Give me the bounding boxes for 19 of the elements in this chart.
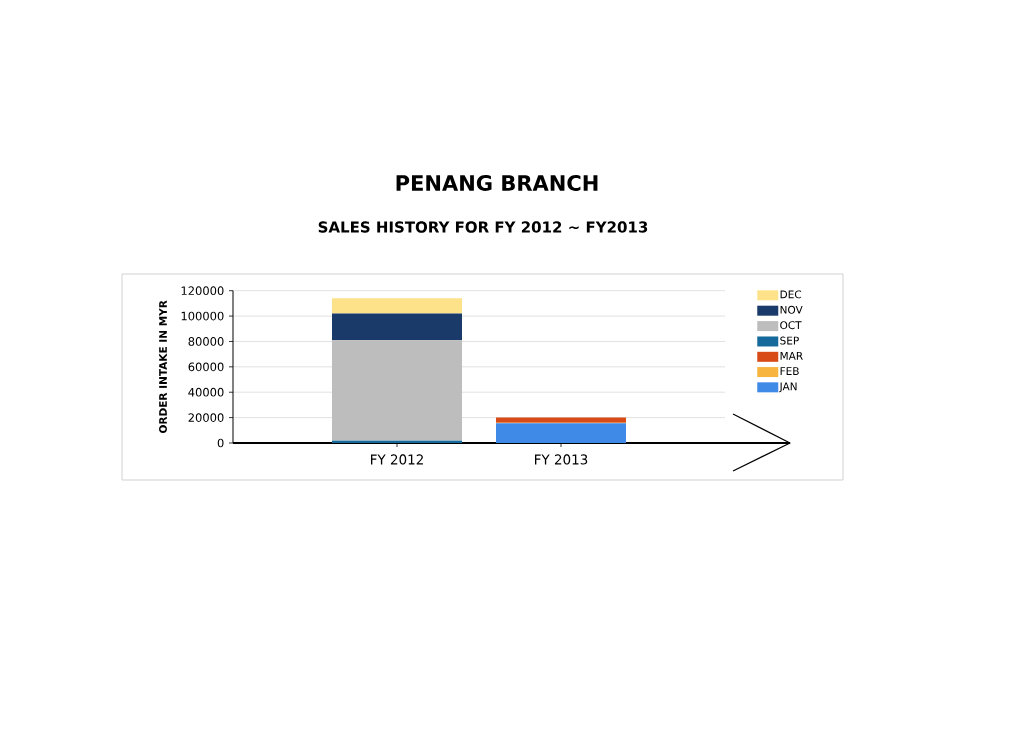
y-tick-label: 60000 (188, 362, 224, 372)
y-tick-label: 40000 (188, 387, 224, 397)
y-tick-label: 120000 (181, 286, 224, 296)
y-tick-label: 20000 (188, 413, 224, 422)
y-tick-label: 80000 (188, 337, 224, 346)
y-tick-label: 0 (217, 438, 224, 448)
x-tick-label: FY 2012 (371, 454, 423, 465)
chart-subtitle: SALES HISTORY FOR FY 2012 ~ FY2013 (318, 221, 648, 233)
legend-label: NOV (780, 305, 803, 314)
chart-title: PENANG BRANCH (396, 175, 598, 191)
y-axis-title: ORDER INTAKE IN MYR (159, 300, 167, 433)
y-tick-label: 100000 (181, 311, 224, 321)
legend-label: OCT (780, 321, 802, 330)
legend-label: MAR (780, 351, 803, 360)
legend-label: JAN (779, 382, 797, 393)
x-tick-label: FY 2013 (535, 454, 588, 465)
legend-label: SEP (780, 336, 799, 345)
legend-label: DEC (780, 290, 802, 299)
legend-label: FEB (780, 367, 799, 375)
